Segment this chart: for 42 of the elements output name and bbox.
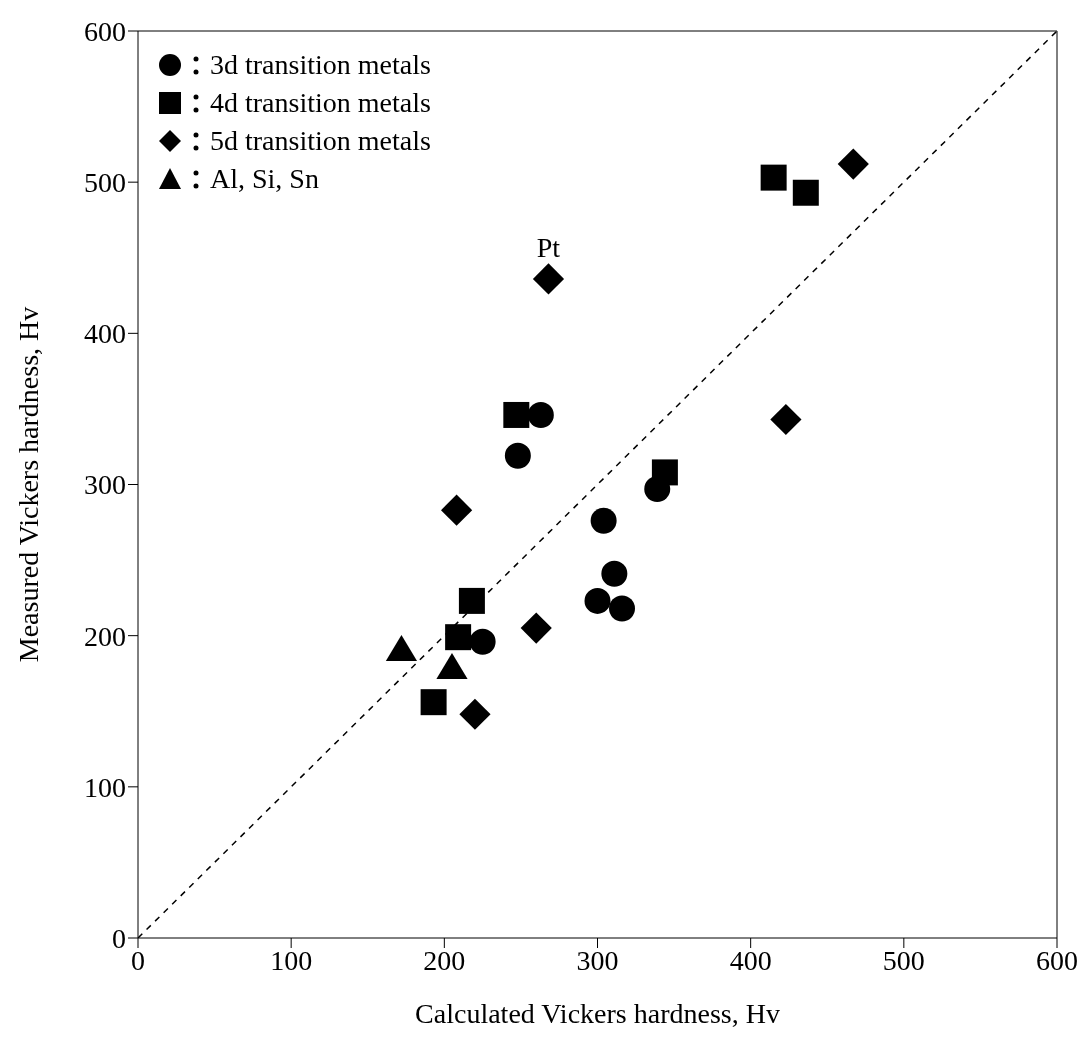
annotation: Pt (536, 231, 561, 263)
legend-label: Al, Si, Sn (210, 162, 319, 196)
point (609, 595, 636, 622)
y-tick-label: 600 (84, 15, 126, 47)
point (760, 164, 787, 191)
y-tick-label: 400 (84, 318, 126, 350)
point (527, 401, 554, 428)
point (445, 624, 472, 651)
legend-label: 3d transition metals (210, 48, 431, 82)
point (792, 179, 819, 206)
x-tick-label: 400 (729, 944, 772, 976)
y-tick-label: 500 (84, 167, 126, 199)
y-tick-label: 200 (84, 620, 126, 652)
point (458, 587, 485, 614)
point (504, 442, 531, 469)
point (520, 612, 552, 644)
point (651, 459, 678, 486)
y-axis-title: Measured Vickers hardness, Hv (12, 306, 44, 663)
y-tick-label: 100 (84, 771, 126, 803)
x-tick-label: 200 (423, 944, 466, 976)
point (590, 507, 617, 534)
x-tick-label: 500 (882, 944, 925, 976)
point (770, 403, 802, 436)
point (440, 494, 473, 526)
legend-label: 4d transition metals (210, 86, 431, 120)
point (532, 263, 565, 295)
x-tick-label: 100 (270, 944, 313, 976)
point (436, 653, 468, 680)
point (601, 560, 628, 587)
point (459, 698, 491, 730)
x-tick-label: 300 (576, 944, 619, 976)
x-tick-label: 600 (1036, 944, 1078, 976)
point (385, 634, 418, 661)
point (420, 689, 447, 716)
point (584, 587, 611, 614)
point (469, 628, 496, 655)
y-tick-label: 300 (84, 469, 126, 501)
point (837, 148, 869, 180)
x-axis-title: Calculated Vickers hardness, Hv (415, 998, 780, 1029)
y-tick-label: 0 (112, 922, 126, 954)
legend-label: 5d transition metals (210, 124, 431, 158)
point (503, 401, 530, 428)
